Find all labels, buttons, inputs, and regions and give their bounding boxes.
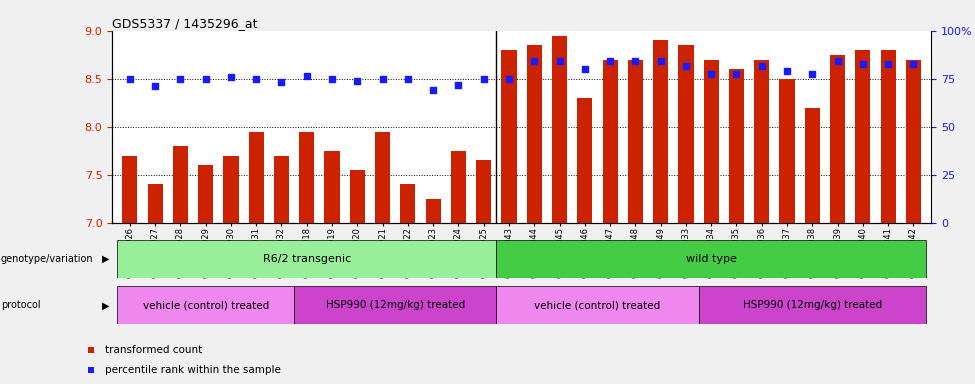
Bar — [198, 165, 214, 223]
Text: genotype/variation: genotype/variation — [1, 254, 94, 264]
Point — [830, 58, 845, 65]
Bar — [496, 286, 698, 324]
Point — [325, 76, 340, 82]
Text: vehicle (control) treated: vehicle (control) treated — [534, 300, 661, 310]
Bar — [294, 286, 496, 324]
Point — [906, 61, 921, 68]
Bar — [906, 60, 921, 223]
Bar — [223, 156, 239, 223]
Point — [501, 76, 517, 82]
Point — [754, 63, 769, 70]
Text: ▶: ▶ — [101, 254, 109, 264]
Point — [400, 76, 415, 82]
Bar — [122, 156, 137, 223]
Bar — [880, 50, 896, 223]
Bar — [117, 286, 294, 324]
Text: transformed count: transformed count — [105, 345, 203, 355]
Bar — [147, 184, 163, 223]
Point — [223, 74, 239, 80]
Bar — [401, 184, 415, 223]
Point — [728, 71, 744, 77]
Point — [349, 78, 365, 84]
Point — [450, 83, 466, 89]
Point — [147, 83, 163, 89]
Bar — [274, 156, 289, 223]
Point — [274, 79, 290, 85]
Point — [804, 71, 820, 77]
Point — [425, 87, 441, 93]
Text: HSP990 (12mg/kg) treated: HSP990 (12mg/kg) treated — [326, 300, 465, 310]
Point — [577, 66, 593, 72]
Bar — [577, 98, 593, 223]
Text: protocol: protocol — [1, 300, 41, 310]
Point — [173, 76, 188, 82]
Text: percentile rank within the sample: percentile rank within the sample — [105, 365, 281, 375]
Point — [299, 73, 315, 79]
Text: vehicle (control) treated: vehicle (control) treated — [142, 300, 269, 310]
Bar — [325, 151, 339, 223]
Bar — [249, 132, 264, 223]
Bar — [526, 45, 542, 223]
Point — [198, 76, 214, 82]
Text: ▶: ▶ — [101, 300, 109, 310]
Point — [526, 58, 542, 65]
Text: GDS5337 / 1435296_at: GDS5337 / 1435296_at — [112, 17, 257, 30]
Bar — [496, 240, 926, 278]
Bar — [679, 45, 693, 223]
Point — [779, 68, 795, 74]
Bar — [779, 79, 795, 223]
Bar — [350, 170, 365, 223]
Point — [628, 58, 644, 65]
Point — [855, 61, 871, 68]
Bar — [855, 50, 871, 223]
Bar — [552, 36, 567, 223]
Bar — [603, 60, 618, 223]
Point — [249, 76, 264, 82]
Text: R6/2 transgenic: R6/2 transgenic — [262, 254, 351, 264]
Text: HSP990 (12mg/kg) treated: HSP990 (12mg/kg) treated — [743, 300, 882, 310]
Bar — [425, 199, 441, 223]
Bar — [299, 132, 314, 223]
Point — [476, 76, 491, 82]
Bar — [704, 60, 719, 223]
Point — [880, 61, 896, 68]
Point — [703, 71, 719, 77]
Bar — [755, 60, 769, 223]
Point — [653, 58, 669, 65]
Point — [374, 76, 390, 82]
Bar — [117, 240, 496, 278]
Bar — [804, 108, 820, 223]
Point — [679, 63, 694, 70]
Bar — [628, 60, 643, 223]
Bar — [173, 146, 188, 223]
Point — [552, 58, 567, 65]
Point — [603, 58, 618, 65]
Bar — [729, 69, 744, 223]
Point — [122, 76, 137, 82]
Bar — [698, 286, 926, 324]
Bar — [476, 161, 491, 223]
Text: wild type: wild type — [685, 254, 737, 264]
Bar — [450, 151, 466, 223]
Bar — [653, 40, 668, 223]
Bar — [830, 55, 845, 223]
Bar — [375, 132, 390, 223]
Bar — [501, 50, 517, 223]
